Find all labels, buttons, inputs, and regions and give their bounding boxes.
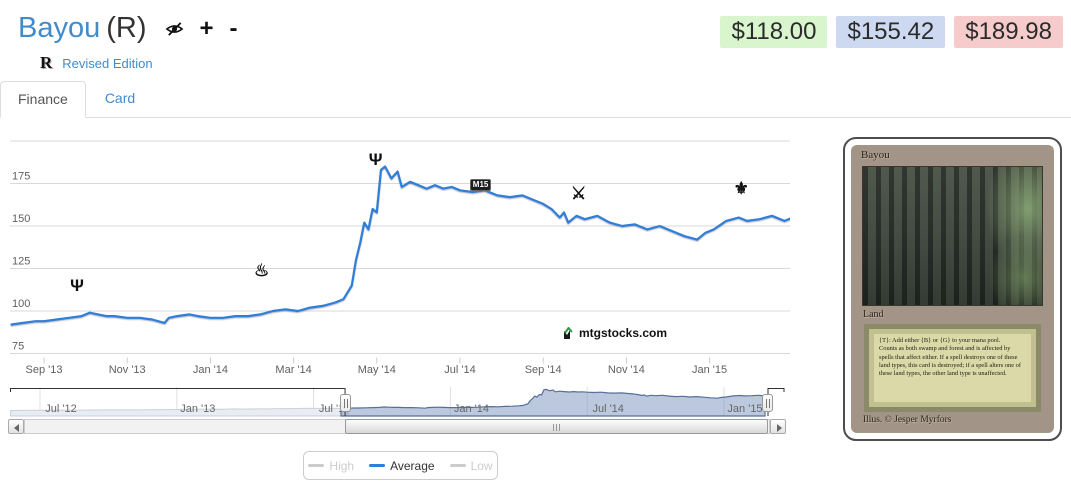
card-artist-credit: Illus. © Jesper Myrfors — [863, 415, 952, 425]
svg-text:Jul '14: Jul '14 — [444, 364, 475, 376]
legend-item-average[interactable]: Average — [369, 458, 435, 473]
svg-text:Jan '14: Jan '14 — [454, 403, 489, 415]
svg-text:125: 125 — [12, 256, 30, 268]
legend-item-high[interactable]: High — [308, 459, 354, 473]
price-chart[interactable]: 75 100 125 150 175 Sep '13 Nov '13 Jan '14 Mar '… — [10, 133, 798, 383]
svg-text:175: 175 — [12, 171, 30, 183]
svg-text:150: 150 — [12, 213, 30, 225]
svg-text:Jan '15: Jan '15 — [727, 403, 762, 415]
legend-item-low[interactable]: Low — [449, 458, 493, 473]
page-title: Bayou (R) — [18, 12, 147, 45]
legend-label: Low — [470, 458, 493, 473]
navigator-svg: Jul '12 Jan '13 Jul '13 Jan '14 Jul '14 Jan '… — [9, 387, 785, 417]
card-variant: (R) — [106, 12, 147, 44]
svg-text:Mar '14: Mar '14 — [275, 364, 311, 376]
svg-text:May '14: May '14 — [358, 364, 396, 376]
svg-text:Nov '14: Nov '14 — [608, 364, 645, 376]
legend-line-icon — [369, 464, 386, 467]
svg-text:100: 100 — [12, 298, 30, 310]
scrollbar-left-arrow[interactable] — [8, 419, 24, 434]
set-symbol-1-icon[interactable]: Ψ — [70, 276, 84, 296]
set-symbol-5-icon[interactable]: ⚔ — [570, 184, 587, 204]
scrollbar-right-arrow[interactable] — [770, 419, 786, 434]
svg-text:Jul '12: Jul '12 — [45, 403, 76, 415]
mtgstocks-logo-icon — [564, 326, 573, 339]
tab-card[interactable]: Card — [104, 90, 136, 106]
scrollbar-thumb[interactable] — [345, 419, 768, 434]
card-art — [862, 166, 1043, 306]
chart-legend: High Average Low — [303, 451, 498, 480]
svg-text:Sep '13: Sep '13 — [26, 364, 63, 376]
svg-text:Jan '15: Jan '15 — [692, 364, 727, 376]
svg-text:Jan '14: Jan '14 — [193, 364, 228, 376]
price-badges: $118.00 $155.42 $189.98 — [720, 16, 1063, 48]
svg-text:Jul '14: Jul '14 — [592, 403, 623, 415]
navigator-left-handle[interactable] — [340, 394, 351, 412]
card-type-line: Land — [863, 309, 884, 320]
set-symbol-m15-icon[interactable]: M15 — [469, 179, 492, 192]
legend-line-icon — [449, 464, 466, 467]
set-symbol-2-icon[interactable]: ♨ — [253, 260, 270, 280]
svg-text:Nov '13: Nov '13 — [109, 364, 146, 376]
set-name-link[interactable]: Revised Edition — [62, 56, 153, 71]
card-rules-line1: {T}: Add either {B} or {G} to your mana … — [879, 337, 1001, 344]
average-price-badge: $155.42 — [836, 16, 946, 48]
set-symbol-letter: R — [40, 53, 53, 72]
set-symbol-3-icon[interactable]: Ψ — [368, 150, 383, 170]
svg-text:Sep '14: Sep '14 — [525, 364, 562, 376]
card-frame: Bayou Land {T}: Add either {B} or {G} to… — [851, 145, 1054, 433]
set-symbol-6-icon[interactable]: ⚜ — [733, 179, 749, 199]
card-image[interactable]: Bayou Land {T}: Add either {B} or {G} to… — [843, 137, 1062, 441]
tab-bar: Finance Card — [0, 81, 1071, 118]
legend-line-icon — [308, 464, 325, 467]
remove-from-portfolio-button[interactable]: - — [229, 14, 238, 42]
price-chart-svg: 75 100 125 150 175 Sep '13 Nov '13 Jan '14 Mar '… — [10, 140, 798, 376]
page-header: Bayou (R) + - — [18, 12, 238, 45]
add-to-portfolio-button[interactable]: + — [199, 14, 214, 42]
watermark-text: mtgstocks.com — [579, 326, 668, 340]
low-price-badge: $118.00 — [720, 16, 828, 48]
hide-eye-icon[interactable] — [165, 21, 184, 37]
card-name-link[interactable]: Bayou — [18, 12, 101, 44]
watermark: mtgstocks.com — [563, 326, 667, 340]
navigator-right-handle[interactable] — [762, 394, 773, 412]
range-navigator[interactable]: Jul '12 Jan '13 Jul '13 Jan '14 Jul '14 Jan '… — [9, 385, 785, 418]
svg-text:75: 75 — [12, 341, 24, 353]
tab-finance[interactable]: Finance — [0, 81, 86, 118]
legend-label: High — [329, 458, 355, 473]
card-textbox: {T}: Add either {B} or {G} to your mana … — [864, 324, 1041, 412]
card-image-title: Bayou — [861, 149, 890, 161]
card-rules-body: Counts as both swamp and forest and is a… — [879, 345, 1021, 378]
legend-label: Average — [390, 458, 435, 473]
svg-text:Jan '13: Jan '13 — [180, 403, 215, 415]
high-price-badge: $189.98 — [954, 16, 1063, 48]
